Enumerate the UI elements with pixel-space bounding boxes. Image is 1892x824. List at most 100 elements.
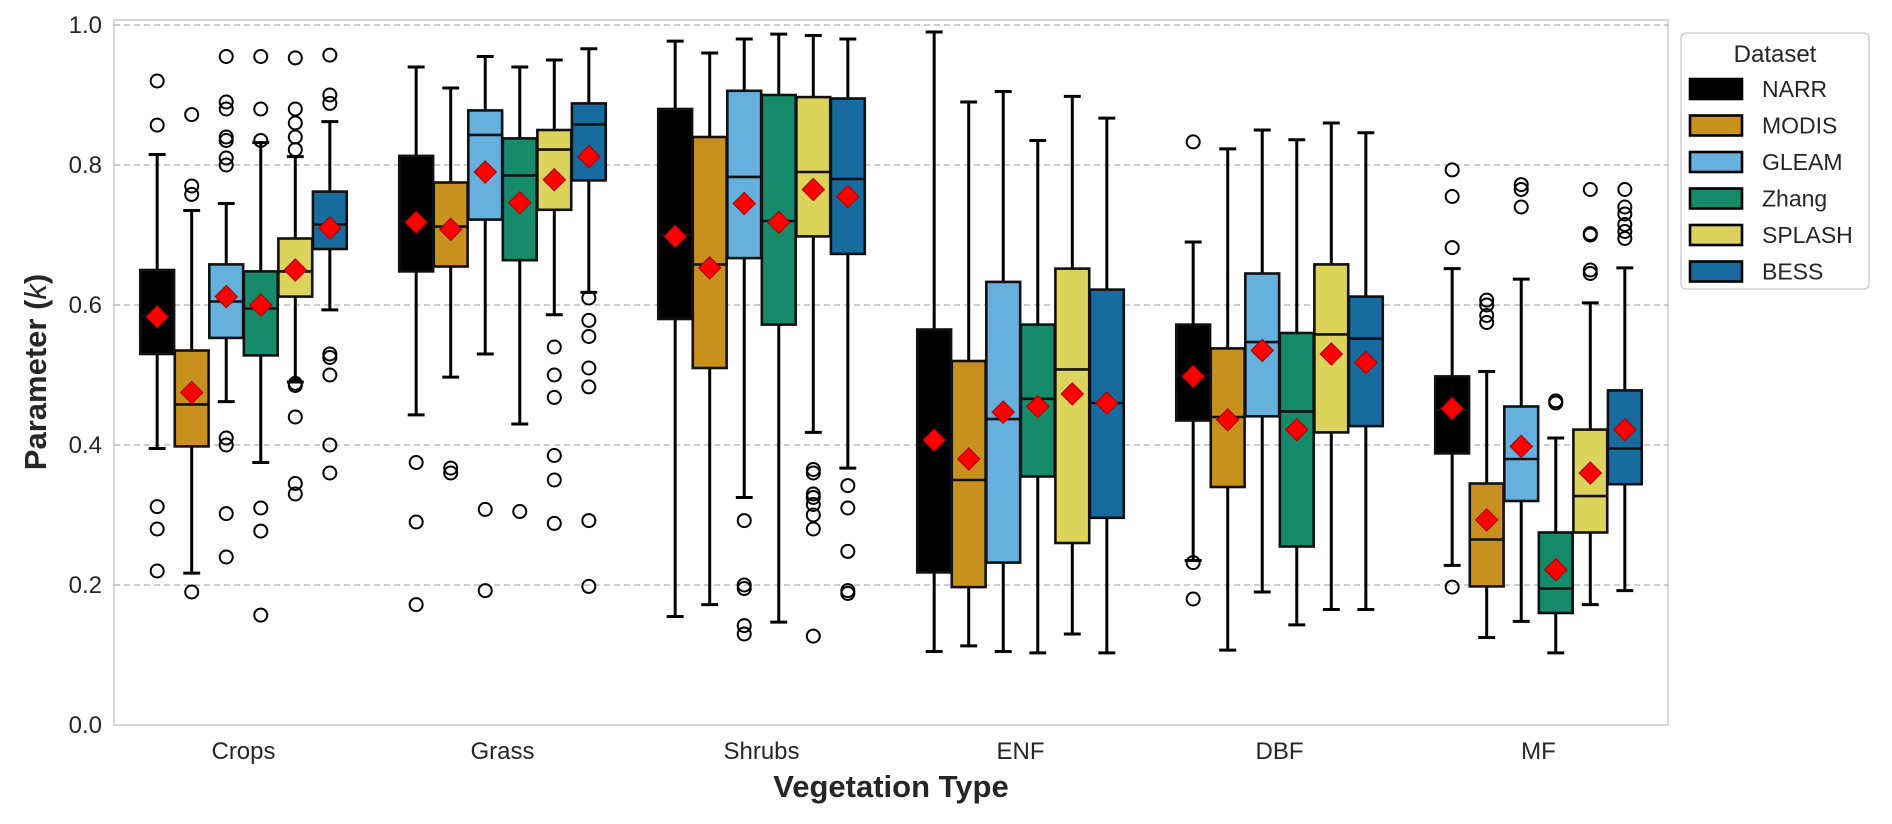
box-gleam bbox=[1244, 128, 1281, 594]
outlier-point bbox=[443, 460, 459, 476]
outlier-point bbox=[322, 465, 338, 481]
outlier-point bbox=[581, 329, 597, 344]
outlier-point bbox=[218, 101, 234, 117]
outlier-point bbox=[581, 379, 597, 395]
outlier-point bbox=[149, 117, 165, 133]
box-splash bbox=[795, 34, 832, 644]
box-iqr bbox=[1537, 531, 1574, 615]
x-tick-label: Crops bbox=[211, 738, 275, 765]
outlier-point bbox=[1617, 199, 1633, 215]
outlier-point bbox=[1582, 266, 1598, 281]
mean-marker bbox=[1060, 382, 1085, 406]
mean-marker bbox=[283, 258, 308, 282]
box-zhang bbox=[242, 49, 279, 623]
box-zhang bbox=[501, 65, 538, 519]
mean-marker bbox=[1440, 396, 1465, 421]
outlier-point bbox=[581, 312, 597, 328]
box-splash bbox=[536, 58, 573, 531]
legend-label: SPLASH bbox=[1762, 222, 1853, 248]
outlier-point bbox=[477, 583, 493, 599]
outlier-point bbox=[218, 94, 234, 110]
mean-marker bbox=[1612, 417, 1637, 442]
mean-marker bbox=[145, 305, 170, 329]
x-tick-labels: Crops Grass Shrubs ENF DBF MF bbox=[211, 738, 1555, 765]
box-modis bbox=[432, 86, 469, 481]
outlier-point bbox=[218, 150, 234, 166]
y-tick-label: 0.8 bbox=[69, 152, 102, 179]
outlier-point bbox=[546, 448, 562, 463]
outlier-point bbox=[805, 465, 821, 481]
outlier-point bbox=[546, 472, 562, 488]
box-bess bbox=[311, 47, 349, 481]
mean-marker bbox=[1250, 338, 1275, 363]
box-bess bbox=[1606, 182, 1644, 593]
box-gleam bbox=[985, 90, 1022, 653]
mean-marker bbox=[1094, 391, 1119, 415]
outlier-point bbox=[805, 521, 821, 537]
box-iqr bbox=[1468, 482, 1505, 588]
legend-swatch bbox=[1688, 260, 1744, 283]
box-splash bbox=[1572, 182, 1609, 607]
outlier-point bbox=[736, 618, 752, 634]
outlier-point bbox=[218, 506, 234, 522]
mean-marker bbox=[1025, 394, 1050, 419]
outlier-point bbox=[322, 87, 338, 103]
outlier-point bbox=[1617, 182, 1633, 197]
mean-marker bbox=[1474, 508, 1499, 532]
mean-marker bbox=[835, 184, 860, 209]
x-tick-label: DBF bbox=[1256, 738, 1304, 765]
legend-swatch bbox=[1688, 114, 1744, 137]
outlier-point bbox=[1444, 579, 1460, 595]
outlier-point bbox=[218, 49, 234, 64]
outlier-point bbox=[1185, 555, 1201, 571]
outlier-point bbox=[1617, 206, 1633, 222]
outlier-point bbox=[253, 101, 269, 117]
box-iqr bbox=[1174, 323, 1212, 422]
box-bess bbox=[1347, 131, 1385, 611]
legend-item-narr: NARR bbox=[1688, 76, 1827, 102]
legend-label: BESS bbox=[1762, 259, 1823, 285]
mean-marker bbox=[404, 210, 429, 235]
outlier-point bbox=[322, 367, 338, 383]
box-narr bbox=[656, 39, 694, 618]
outlier-point bbox=[581, 290, 597, 306]
box-group-shrubs bbox=[656, 32, 867, 644]
box-group-dbf bbox=[1174, 121, 1385, 652]
legend-label: Zhang bbox=[1762, 186, 1827, 212]
outlier-point bbox=[287, 142, 303, 158]
x-axis-title: Vegetation Type bbox=[773, 769, 1008, 804]
outlier-point bbox=[287, 378, 303, 393]
outlier-point bbox=[184, 178, 200, 194]
mean-marker bbox=[663, 224, 688, 249]
box-iqr bbox=[1054, 267, 1091, 545]
outlier-point bbox=[322, 95, 338, 111]
legend-item-modis: MODIS bbox=[1688, 113, 1837, 139]
outlier-point bbox=[1479, 292, 1495, 308]
box-bess bbox=[1088, 116, 1126, 655]
legend-items: NARR MODIS GLEAM Zhang SPLASH BESS bbox=[1688, 76, 1853, 285]
box-zhang bbox=[1537, 393, 1574, 655]
box-modis bbox=[1468, 292, 1505, 639]
outlier-point bbox=[253, 523, 269, 539]
y-tick-labels: 0.0 0.2 0.4 0.6 0.8 1.0 bbox=[69, 12, 102, 739]
legend-item-bess: BESS bbox=[1688, 259, 1823, 285]
outlier-point bbox=[149, 499, 165, 515]
outlier-point bbox=[1444, 240, 1460, 256]
outlier-point bbox=[840, 478, 856, 494]
outlier-point bbox=[546, 515, 562, 531]
outlier-point bbox=[581, 578, 597, 594]
x-tick-label: Shrubs bbox=[723, 738, 799, 765]
outlier-point bbox=[184, 584, 200, 600]
outlier-point bbox=[218, 157, 234, 173]
box-zhang bbox=[1278, 138, 1315, 627]
box-bess bbox=[829, 37, 867, 601]
mean-marker bbox=[317, 216, 342, 240]
mean-marker bbox=[1215, 407, 1240, 432]
mean-marker bbox=[766, 210, 791, 235]
box-bess bbox=[570, 47, 608, 594]
y-tick-label: 0.6 bbox=[69, 292, 102, 319]
mean-marker bbox=[991, 400, 1016, 424]
box-iqr bbox=[760, 93, 797, 326]
outlier-point bbox=[322, 437, 338, 453]
